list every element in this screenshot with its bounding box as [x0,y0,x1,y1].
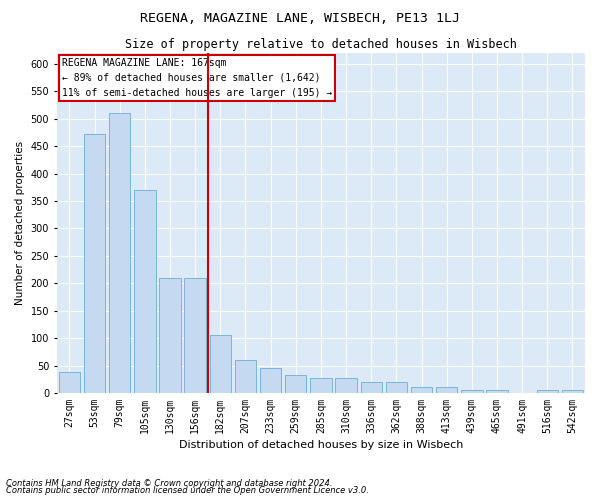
Bar [436,388,457,393]
Bar [335,378,357,393]
Bar [386,382,407,393]
Bar [235,360,256,393]
Bar [536,390,558,393]
Y-axis label: Number of detached properties: Number of detached properties [15,141,25,305]
Text: Contains public sector information licensed under the Open Government Licence v3: Contains public sector information licen… [6,486,369,495]
Text: Contains HM Land Registry data © Crown copyright and database right 2024.: Contains HM Land Registry data © Crown c… [6,478,332,488]
Title: Size of property relative to detached houses in Wisbech: Size of property relative to detached ho… [125,38,517,51]
Bar [160,278,181,393]
Text: REGENA MAGAZINE LANE: 167sqm
← 89% of detached houses are smaller (1,642)
11% of: REGENA MAGAZINE LANE: 167sqm ← 89% of de… [62,58,332,98]
Bar [285,376,307,393]
Bar [310,378,332,393]
Bar [109,114,130,393]
Bar [461,390,482,393]
X-axis label: Distribution of detached houses by size in Wisbech: Distribution of detached houses by size … [179,440,463,450]
Bar [209,336,231,393]
Bar [361,382,382,393]
Bar [260,368,281,393]
Bar [184,278,206,393]
Bar [562,390,583,393]
Bar [411,388,432,393]
Text: REGENA, MAGAZINE LANE, WISBECH, PE13 1LJ: REGENA, MAGAZINE LANE, WISBECH, PE13 1LJ [140,12,460,26]
Bar [84,134,105,393]
Bar [59,372,80,393]
Bar [134,190,155,393]
Bar [486,390,508,393]
